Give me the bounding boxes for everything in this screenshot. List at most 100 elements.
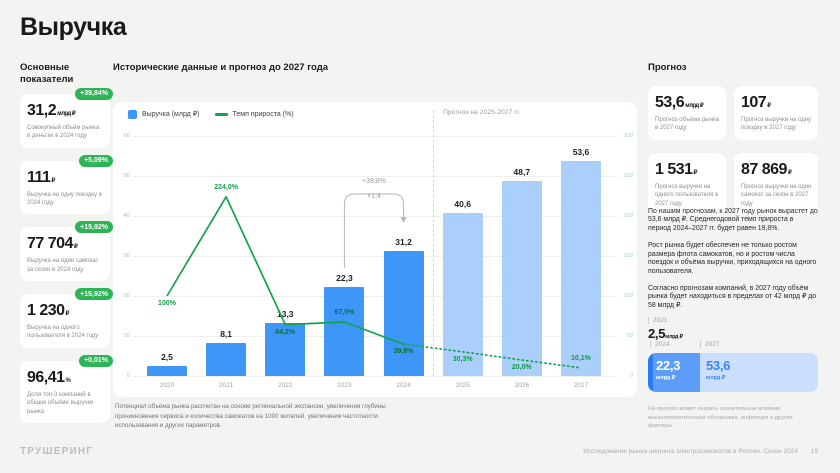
growth-badge: +39,84% <box>75 87 113 100</box>
chart-footnote: Потенциал объёма рынка рассчитан на осно… <box>115 403 386 430</box>
growth-line-historical <box>166 195 404 345</box>
growth-badge: +0,01% <box>79 354 113 367</box>
metric-caption: Выручка на один самокат за сезон в 2024 … <box>27 258 99 273</box>
x-axis-label: 2024 <box>396 381 411 389</box>
forecast-footnote: На прогноз может оказать значительное вл… <box>648 406 793 430</box>
key-metrics-heading: Основные показатели <box>20 62 74 85</box>
growth-pct-label: 10,1% <box>571 354 591 362</box>
legend-label-growth: Темп прироста (%) <box>232 110 294 118</box>
x-axis-label: 2027 <box>573 381 589 389</box>
bar-2024 <box>383 251 424 376</box>
metric-unit: ₽ <box>51 177 55 184</box>
metric-value: 1 531₽ <box>655 161 720 179</box>
bar-2022 <box>265 322 306 376</box>
compare-2027-value: 53,6 <box>706 358 731 373</box>
compare-box: 22,3 млрд ₽ 53,6 млрд ₽ <box>648 353 818 392</box>
annotation-multiplier-text: ×1,4 <box>367 192 381 200</box>
forecast-paragraph: Согласно прогнозам компаний, в 2027 году… <box>648 284 817 309</box>
grid-line <box>133 335 618 337</box>
metric-number: 107 <box>741 94 767 111</box>
annotation-arrow <box>343 193 405 268</box>
metric-caption: Совокупный объём рынка в деньгах в 2024 … <box>27 124 100 140</box>
metric-unit: ₽ <box>787 169 792 176</box>
compare-year-2024: 2024 <box>650 341 669 349</box>
annotation-arrowhead <box>400 216 407 223</box>
forecast-card: 53,6млрд ₽ Прогноз объёма рынка в 2027 го… <box>648 86 726 140</box>
page-title: Выручка <box>20 13 127 41</box>
key-metrics-list: +39,84% 31,2млрд ₽ Совокупный объём рынка … <box>20 87 113 424</box>
bar-2026 <box>501 181 542 376</box>
brand-logo: ТРУШЕРИНГ <box>20 446 94 457</box>
metric-unit: ₽ <box>767 103 771 109</box>
metric-caption: Доля топ-3 компаний в общем объёме выруч… <box>27 391 94 415</box>
forecast-zone-label: Прогноз на 2025-2027 гг. <box>443 108 521 116</box>
forecast-cards: 53,6млрд ₽ Прогноз объёма рынка в 2027 го… <box>648 86 818 215</box>
grid-line <box>133 175 618 177</box>
axis-tick-left: 0 <box>126 372 130 379</box>
metric-card: +15,92% 77 704₽ Выручка на один самокат за… <box>20 221 113 282</box>
legend-line-swatch <box>214 113 228 116</box>
metric-number: 77 704 <box>27 235 73 253</box>
growth-badge: +5,09% <box>79 154 113 167</box>
mini-stat-value: 2,5млрд ₽ <box>648 326 683 342</box>
page-number: 19 <box>810 448 818 455</box>
metric-caption: Прогноз выручки на одного пользователя в… <box>655 183 719 207</box>
metric-caption: Прогноз выручки на одну поездку в 2027 г… <box>741 117 812 132</box>
legend-item-growth: Темп прироста (%) <box>214 110 294 118</box>
forecast-card: 107₽ Прогноз выручки на одну поездку в 20… <box>734 86 818 140</box>
metric-value: 31,2млрд ₽ <box>27 102 104 120</box>
axis-tick-left: 60 <box>123 132 130 139</box>
mini-stat-2021: 2021 2,5млрд ₽ <box>648 317 683 341</box>
grid-line <box>133 255 618 257</box>
x-axis-label: 2021 <box>218 381 234 389</box>
grid-line <box>133 135 618 137</box>
metric-caption: Выручка на одного пользователя в 2024 го… <box>27 325 99 340</box>
growth-line-forecast <box>402 343 582 369</box>
metric-caption: Прогноз выручки на один самокат за сезон… <box>741 183 812 207</box>
metric-unit: ₽ <box>73 244 78 251</box>
legend-item-revenue: Выручка (млрд ₽) <box>128 109 200 119</box>
axis-tick-right: 50 <box>626 332 633 339</box>
metric-value: 53,6млрд ₽ <box>655 94 720 112</box>
axis-tick-right: 300 <box>623 132 633 139</box>
metric-number: 1 230 <box>27 302 65 320</box>
axis-tick-left: 20 <box>123 292 130 299</box>
key-metrics-panel: Основные показатели +39,84% 31,2млрд ₽ Сов… <box>20 62 113 436</box>
bar-value-label: 48,7 <box>513 167 531 178</box>
mini-stat-unit: млрд ₽ <box>665 334 683 341</box>
growth-line-svg <box>166 193 582 369</box>
growth-pct-label: 67,5% <box>334 308 355 316</box>
bar-value-label: 22,3 <box>336 272 353 283</box>
bar-value-label: 8,1 <box>220 329 233 340</box>
compare-accent-strip <box>648 353 653 392</box>
x-axis-label: 2025 <box>455 381 470 389</box>
metric-caption: Прогноз объёма рынка в 2027 году <box>655 117 720 132</box>
metric-number: 111 <box>27 168 51 186</box>
axis-tick-left: 40 <box>123 212 130 219</box>
x-axis-label: 2026 <box>514 381 530 389</box>
metric-card: +0,01% 96,41% Доля топ-3 компаний в общем … <box>20 354 113 424</box>
chart-legend: Выручка (млрд ₽) Темп прироста (%) <box>128 109 302 119</box>
x-axis-label: 2022 <box>278 381 293 389</box>
metric-value: 1 230₽ <box>27 302 104 320</box>
axis-tick-right: 150 <box>623 252 633 259</box>
metric-number: 87 869 <box>741 160 787 178</box>
bar-value-label: 13,3 <box>276 308 294 319</box>
forecast-divider <box>433 109 434 376</box>
metric-number: 1 531 <box>655 160 693 178</box>
compare-2027-unit: млрд ₽ <box>706 375 726 381</box>
axis-tick-right: 250 <box>623 172 633 179</box>
compare-2024-value: 22,3 <box>656 358 681 373</box>
legend-bar-swatch <box>128 109 137 119</box>
forecast-card: 87 869₽ Прогноз выручки на один самокат з… <box>734 152 818 215</box>
metric-number: 53,6 <box>655 94 685 111</box>
bar-2020 <box>147 365 187 376</box>
mini-stat-year: 2021 <box>648 317 683 325</box>
legend-label-revenue: Выручка (млрд ₽) <box>142 111 200 119</box>
metric-value: 96,41% <box>27 369 104 387</box>
compare-2024-block: 22,3 млрд ₽ <box>653 353 700 392</box>
metric-value: 111₽ <box>27 169 104 187</box>
bar-value-label: 2,5 <box>161 351 173 362</box>
x-axis-label: 2023 <box>337 381 352 389</box>
